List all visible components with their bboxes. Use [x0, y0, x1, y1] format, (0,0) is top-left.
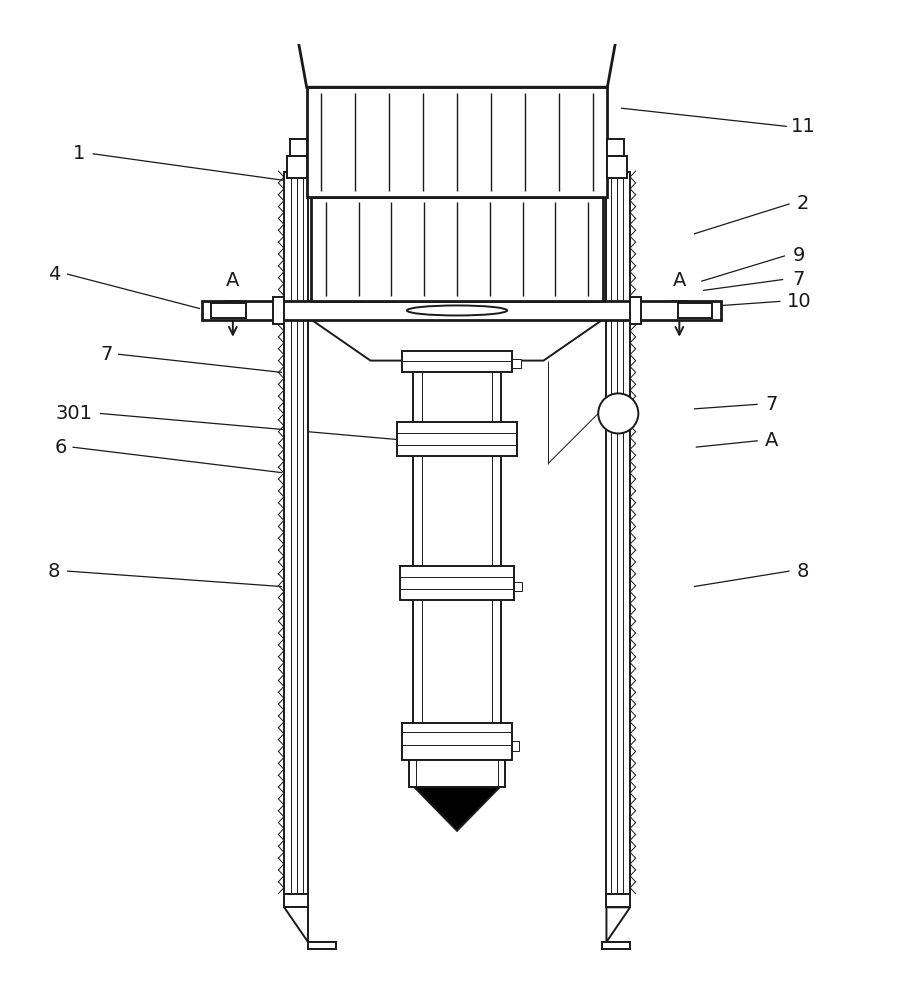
Bar — [311, 197, 603, 301]
Bar — [409, 760, 505, 787]
Text: 7: 7 — [792, 270, 805, 289]
Bar — [284, 172, 307, 894]
Bar — [607, 894, 630, 907]
Ellipse shape — [407, 305, 507, 315]
Bar — [202, 301, 721, 320]
Bar — [307, 942, 336, 949]
Bar — [607, 139, 623, 156]
Text: 301: 301 — [56, 404, 93, 423]
Bar — [607, 172, 630, 894]
Polygon shape — [607, 907, 630, 942]
Text: 10: 10 — [786, 292, 811, 311]
Bar — [402, 723, 512, 760]
Bar — [630, 297, 641, 324]
Bar — [291, 139, 307, 156]
Text: 9: 9 — [792, 246, 805, 265]
Text: 7: 7 — [100, 345, 112, 364]
Text: 8: 8 — [797, 562, 810, 581]
Polygon shape — [311, 320, 603, 361]
Text: 4: 4 — [48, 265, 60, 284]
Text: A: A — [226, 271, 239, 290]
Polygon shape — [284, 907, 307, 942]
Polygon shape — [414, 787, 500, 831]
Bar — [413, 361, 501, 760]
Bar — [307, 87, 607, 197]
Bar — [397, 422, 517, 456]
Text: 8: 8 — [48, 562, 60, 581]
Bar — [211, 303, 246, 318]
Circle shape — [599, 393, 638, 433]
Bar — [512, 359, 521, 368]
Text: 6: 6 — [55, 438, 67, 457]
Text: 11: 11 — [791, 117, 815, 136]
Text: 2: 2 — [797, 194, 810, 213]
Text: A: A — [673, 271, 686, 290]
Bar — [512, 741, 519, 751]
Bar — [601, 942, 630, 949]
Bar — [515, 582, 522, 591]
Bar — [287, 156, 307, 178]
Bar — [402, 351, 512, 372]
Text: 7: 7 — [765, 395, 778, 414]
Bar — [273, 297, 284, 324]
Bar — [284, 894, 307, 907]
Bar — [607, 156, 627, 178]
Polygon shape — [298, 37, 616, 87]
Bar — [677, 303, 712, 318]
Text: A: A — [765, 431, 778, 450]
Bar — [399, 566, 515, 600]
Text: 1: 1 — [72, 144, 85, 163]
